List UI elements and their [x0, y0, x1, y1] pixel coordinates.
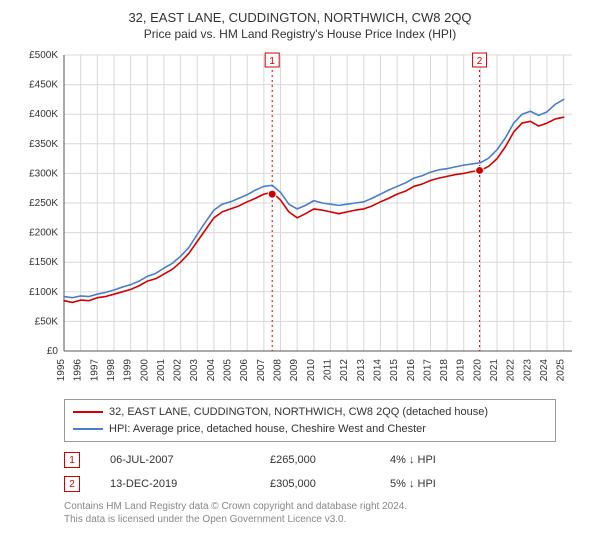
legend-swatch: [73, 428, 103, 430]
price-chart: £0 £50K £100K £150K £200K £250K £300K £350K £400…: [10, 49, 590, 389]
svg-text:2022: 2022: [506, 359, 517, 382]
svg-text:£100K: £100K: [29, 287, 58, 298]
svg-text:1996: 1996: [73, 359, 84, 382]
svg-text:£200K: £200K: [29, 228, 58, 239]
legend-label: 32, EAST LANE, CUDDINGTON, NORTHWICH, CW…: [109, 404, 488, 421]
svg-text:1997: 1997: [89, 359, 100, 382]
svg-text:2020: 2020: [472, 359, 483, 382]
sale-row: 1 06-JUL-2007£265,0004% ↓ HPI: [64, 448, 556, 472]
svg-text:2006: 2006: [239, 359, 250, 382]
sale-price: £305,000: [270, 478, 390, 490]
svg-text:2016: 2016: [406, 359, 417, 382]
svg-text:£400K: £400K: [29, 109, 58, 120]
svg-text:£500K: £500K: [29, 50, 58, 61]
svg-text:2011: 2011: [322, 359, 333, 381]
svg-text:£50K: £50K: [35, 316, 59, 327]
sale-marker-icon: 1: [64, 452, 80, 468]
svg-text:2015: 2015: [389, 359, 400, 382]
svg-text:2004: 2004: [206, 359, 217, 382]
footer-line-2: This data is licensed under the Open Gov…: [64, 513, 556, 526]
svg-text:2000: 2000: [139, 359, 150, 382]
svg-text:2017: 2017: [422, 359, 433, 382]
legend-label: HPI: Average price, detached house, Ches…: [109, 421, 426, 438]
page-subtitle: Price paid vs. HM Land Registry's House …: [10, 27, 590, 41]
sale-delta: 4% ↓ HPI: [390, 454, 510, 466]
svg-text:1: 1: [269, 56, 275, 67]
svg-text:1999: 1999: [123, 359, 134, 382]
svg-text:2013: 2013: [356, 359, 367, 382]
svg-text:£0: £0: [47, 346, 59, 357]
sale-date: 06-JUL-2007: [110, 454, 270, 466]
svg-text:2005: 2005: [223, 359, 234, 382]
sale-marker-icon: 2: [64, 476, 80, 492]
svg-text:1998: 1998: [106, 359, 117, 382]
legend-item: HPI: Average price, detached house, Ches…: [73, 421, 547, 438]
svg-text:£350K: £350K: [29, 139, 58, 150]
svg-text:£250K: £250K: [29, 198, 58, 209]
svg-text:2003: 2003: [189, 359, 200, 382]
legend: 32, EAST LANE, CUDDINGTON, NORTHWICH, CW…: [64, 399, 556, 442]
svg-text:2018: 2018: [439, 359, 450, 382]
svg-text:2009: 2009: [289, 359, 300, 382]
svg-text:2007: 2007: [256, 359, 267, 382]
svg-text:2014: 2014: [372, 359, 383, 382]
footer-line-1: Contains HM Land Registry data © Crown c…: [64, 500, 556, 513]
svg-text:2: 2: [477, 56, 483, 67]
svg-text:2023: 2023: [522, 359, 533, 382]
svg-text:2012: 2012: [339, 359, 350, 382]
svg-text:2010: 2010: [306, 359, 317, 382]
sale-price: £265,000: [270, 454, 390, 466]
svg-text:£150K: £150K: [29, 257, 58, 268]
svg-text:2019: 2019: [456, 359, 467, 382]
svg-text:2001: 2001: [156, 359, 167, 382]
sales-table: 1 06-JUL-2007£265,0004% ↓ HPI 2 13-DEC-2019…: [64, 448, 556, 496]
svg-text:£300K: £300K: [29, 168, 58, 179]
svg-text:£450K: £450K: [29, 80, 58, 91]
legend-item: 32, EAST LANE, CUDDINGTON, NORTHWICH, CW…: [73, 404, 547, 421]
svg-text:2025: 2025: [556, 359, 567, 382]
page-title: 32, EAST LANE, CUDDINGTON, NORTHWICH, CW…: [10, 10, 590, 25]
svg-text:1995: 1995: [56, 359, 67, 382]
sale-row: 2 13-DEC-2019£305,0005% ↓ HPI: [64, 472, 556, 496]
svg-text:2024: 2024: [539, 359, 550, 382]
footer-attribution: Contains HM Land Registry data © Crown c…: [64, 500, 556, 526]
sale-date: 13-DEC-2019: [110, 478, 270, 490]
svg-text:2002: 2002: [173, 359, 184, 382]
sale-delta: 5% ↓ HPI: [390, 478, 510, 490]
svg-text:2008: 2008: [273, 359, 284, 382]
svg-text:2021: 2021: [489, 359, 500, 382]
legend-swatch: [73, 411, 103, 413]
